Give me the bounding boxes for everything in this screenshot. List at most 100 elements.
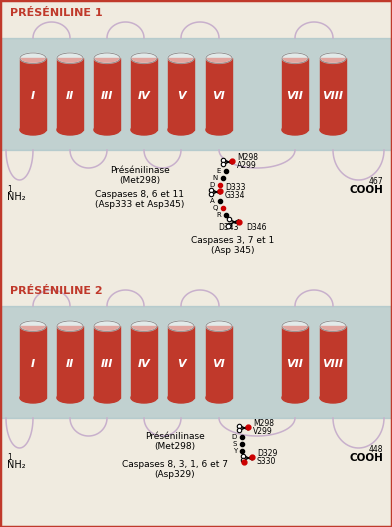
Bar xyxy=(168,58,194,130)
Ellipse shape xyxy=(206,53,232,63)
Text: 1: 1 xyxy=(7,185,12,194)
Text: D: D xyxy=(232,434,237,440)
Ellipse shape xyxy=(20,53,46,63)
Bar xyxy=(320,326,346,398)
Ellipse shape xyxy=(94,321,120,331)
Ellipse shape xyxy=(94,393,120,403)
Ellipse shape xyxy=(282,393,308,403)
Text: VI: VI xyxy=(212,91,225,101)
Text: VIII: VIII xyxy=(323,91,343,101)
Bar xyxy=(131,326,157,398)
Ellipse shape xyxy=(57,393,83,403)
Ellipse shape xyxy=(206,393,232,403)
Text: D343: D343 xyxy=(218,223,238,232)
Ellipse shape xyxy=(168,321,194,331)
Text: V: V xyxy=(177,359,185,369)
Bar xyxy=(282,326,308,398)
Ellipse shape xyxy=(168,124,194,135)
Text: COOH: COOH xyxy=(349,185,383,195)
Text: PRÉSÉNILINE 2: PRÉSÉNILINE 2 xyxy=(10,286,103,296)
Text: PRÉSÉNILINE 1: PRÉSÉNILINE 1 xyxy=(10,8,103,18)
Text: E: E xyxy=(217,168,221,174)
Bar xyxy=(168,326,194,398)
Bar xyxy=(20,326,46,398)
Ellipse shape xyxy=(320,124,346,135)
Text: Caspases 8, 3, 1, 6 et 7
(Asp329): Caspases 8, 3, 1, 6 et 7 (Asp329) xyxy=(122,460,228,480)
Ellipse shape xyxy=(20,393,46,403)
Text: 448: 448 xyxy=(368,445,383,454)
Text: 467: 467 xyxy=(368,177,383,186)
Ellipse shape xyxy=(282,321,308,331)
Text: S330: S330 xyxy=(257,457,276,466)
Text: II: II xyxy=(66,91,74,101)
Bar xyxy=(206,326,232,398)
Text: VI: VI xyxy=(212,359,225,369)
Text: V: V xyxy=(177,91,185,101)
Text: I: I xyxy=(31,359,35,369)
Text: II: II xyxy=(66,359,74,369)
Text: M298: M298 xyxy=(253,419,274,428)
Ellipse shape xyxy=(94,124,120,135)
Ellipse shape xyxy=(320,393,346,403)
Bar xyxy=(131,58,157,130)
Text: III: III xyxy=(101,91,113,101)
Text: III: III xyxy=(101,359,113,369)
Text: VIII: VIII xyxy=(323,359,343,369)
Text: D: D xyxy=(210,182,215,188)
Ellipse shape xyxy=(168,53,194,63)
Text: G334: G334 xyxy=(225,191,245,200)
Ellipse shape xyxy=(131,393,157,403)
Text: NH₂: NH₂ xyxy=(7,460,25,470)
Text: V299: V299 xyxy=(253,427,273,436)
Text: Q: Q xyxy=(212,205,218,211)
Text: NH₂: NH₂ xyxy=(7,192,25,202)
Ellipse shape xyxy=(57,321,83,331)
Ellipse shape xyxy=(131,53,157,63)
Text: Y: Y xyxy=(233,448,237,454)
Text: COOH: COOH xyxy=(349,453,383,463)
Ellipse shape xyxy=(94,53,120,63)
Ellipse shape xyxy=(57,124,83,135)
Ellipse shape xyxy=(131,321,157,331)
Text: M298: M298 xyxy=(237,153,258,162)
Bar xyxy=(282,58,308,130)
Ellipse shape xyxy=(20,321,46,331)
Ellipse shape xyxy=(57,53,83,63)
Ellipse shape xyxy=(320,321,346,331)
Ellipse shape xyxy=(20,124,46,135)
Bar xyxy=(57,326,83,398)
Bar xyxy=(0,306,392,418)
Bar xyxy=(57,58,83,130)
Ellipse shape xyxy=(131,124,157,135)
Text: Caspases 8, 6 et 11
(Asp333 et Asp345): Caspases 8, 6 et 11 (Asp333 et Asp345) xyxy=(95,190,185,209)
Ellipse shape xyxy=(206,321,232,331)
Text: Présénilinase
(Met298): Présénilinase (Met298) xyxy=(145,432,205,452)
Text: R: R xyxy=(216,212,221,218)
Ellipse shape xyxy=(168,393,194,403)
Bar xyxy=(206,58,232,130)
Text: VII: VII xyxy=(287,359,303,369)
Text: Caspases 3, 7 et 1
(Asp 345): Caspases 3, 7 et 1 (Asp 345) xyxy=(191,236,275,256)
Text: A299: A299 xyxy=(237,161,257,171)
Text: IV: IV xyxy=(138,359,151,369)
Text: S: S xyxy=(232,441,237,447)
Text: N: N xyxy=(213,175,218,181)
Text: D333: D333 xyxy=(225,183,245,192)
Ellipse shape xyxy=(320,53,346,63)
Bar xyxy=(20,58,46,130)
Text: VII: VII xyxy=(287,91,303,101)
Text: I: I xyxy=(31,91,35,101)
Ellipse shape xyxy=(206,124,232,135)
Ellipse shape xyxy=(282,124,308,135)
Bar xyxy=(0,38,392,150)
Text: D346: D346 xyxy=(246,223,267,232)
Text: 1: 1 xyxy=(7,453,12,462)
Text: Présénilinase
(Met298): Présénilinase (Met298) xyxy=(110,166,170,186)
Bar xyxy=(94,326,120,398)
Ellipse shape xyxy=(282,53,308,63)
Text: IV: IV xyxy=(138,91,151,101)
Text: D329: D329 xyxy=(257,450,278,458)
Bar xyxy=(320,58,346,130)
Bar xyxy=(94,58,120,130)
Text: A: A xyxy=(210,198,215,204)
